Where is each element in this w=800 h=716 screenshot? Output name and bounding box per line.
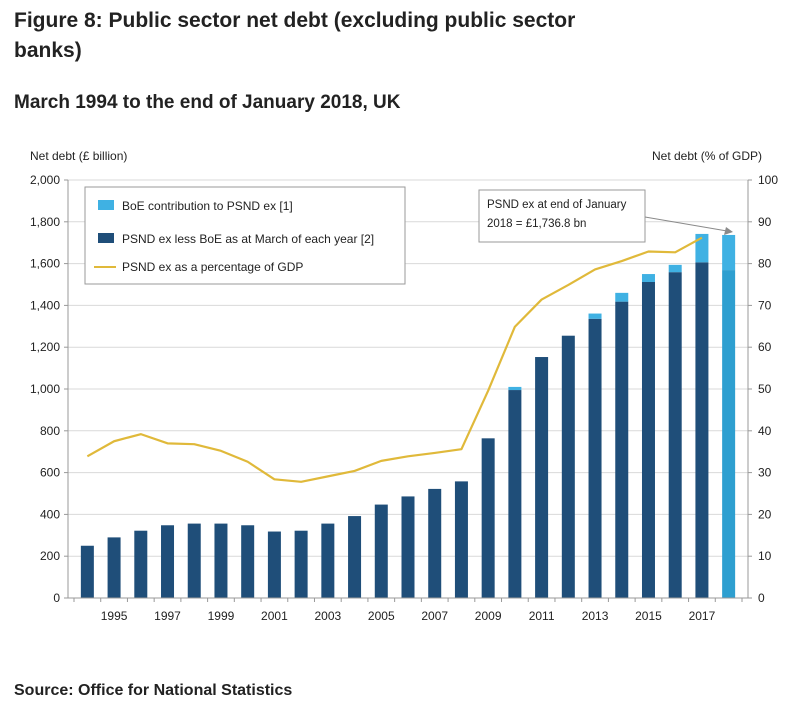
chart-svg: 02004006008001,0001,2001,4001,6001,8002,… [30, 149, 778, 623]
bar-psnd-ex-less-boe [535, 357, 549, 598]
bar-boe-contribution [722, 234, 736, 271]
left-tick-label: 1,000 [30, 382, 60, 396]
right-tick-label: 0 [758, 591, 765, 605]
y2-axis-title: Net debt (% of GDP) [652, 149, 762, 163]
bar-psnd-ex-less-boe [107, 537, 121, 598]
bars-group [80, 233, 736, 598]
annotation: PSND ex at end of January 2018 = £1,736.… [478, 189, 733, 243]
annotation-line-1: PSND ex at end of January [487, 199, 627, 211]
gdp-line-group [86, 236, 703, 483]
bar-psnd-ex-less-boe [267, 531, 281, 598]
bar-psnd-ex-less-boe [161, 525, 175, 598]
x-tick-label: 1999 [208, 609, 235, 623]
figure-subtitle: March 1994 to the end of January 2018, U… [14, 92, 401, 113]
bar-psnd-ex-less-boe [134, 530, 148, 598]
right-tick-label: 10 [758, 549, 772, 563]
y-axis-title: Net debt (£ billion) [30, 149, 127, 163]
bar-psnd-ex-less-boe [641, 281, 655, 598]
legend-label-boe: BoE contribution to PSND ex [1] [122, 199, 293, 213]
bar-psnd-ex-less-boe [615, 301, 629, 598]
bar-psnd-ex-less-boe [214, 523, 228, 598]
annotation-arrow-line [644, 216, 728, 232]
bar-boe-contribution [615, 292, 629, 302]
legend-label-psnd: PSND ex less BoE as at March of each yea… [122, 232, 374, 246]
right-axis-ticks: 0 10 20 30 40 50 60 70 80 90 100 [748, 173, 778, 605]
bar-psnd-ex-less-boe [348, 516, 362, 598]
right-tick-label: 30 [758, 466, 772, 480]
bar-psnd-ex-less-boe [241, 525, 255, 598]
x-tick-label: 2007 [421, 609, 448, 623]
bar-boe-contribution [641, 274, 655, 282]
right-tick-label: 100 [758, 173, 778, 187]
bar-psnd-ex-less-boe [722, 270, 736, 598]
bar-psnd-ex-less-boe [321, 523, 335, 598]
bar-psnd-ex-less-boe [374, 504, 388, 598]
x-tick-label: 1997 [154, 609, 181, 623]
left-tick-label: 2,000 [30, 173, 60, 187]
x-tick-label: 2011 [529, 609, 555, 623]
bar-psnd-ex-less-boe [561, 335, 575, 598]
bar-psnd-ex-less-boe [508, 390, 522, 598]
left-tick-label: 600 [40, 466, 60, 480]
figure-title: Figure 8: Public sector net debt (exclud… [14, 9, 576, 62]
right-tick-label: 50 [758, 382, 772, 396]
x-tick-label: 2009 [475, 609, 502, 623]
bar-psnd-ex-less-boe [401, 496, 415, 598]
bar-boe-contribution [588, 313, 602, 319]
source-note: Source: Office for National Statistics [14, 682, 293, 699]
right-tick-label: 70 [758, 298, 772, 312]
right-tick-label: 20 [758, 507, 772, 521]
bar-psnd-ex-less-boe [588, 318, 602, 598]
right-tick-label: 90 [758, 215, 772, 229]
x-tick-label: 2001 [261, 609, 288, 623]
bar-psnd-ex-less-boe [695, 262, 709, 598]
right-tick-label: 40 [758, 424, 772, 438]
left-tick-label: 0 [53, 591, 60, 605]
x-tick-label: 2005 [368, 609, 395, 623]
bar-boe-contribution [508, 386, 522, 391]
bar-psnd-ex-less-boe [187, 523, 201, 598]
legend-label-gdp: PSND ex as a percentage of GDP [122, 260, 303, 274]
bar-boe-contribution [668, 264, 682, 273]
x-tick-label: 2015 [635, 609, 662, 623]
x-tick-label: 2013 [582, 609, 609, 623]
x-tick-label: 2003 [314, 609, 341, 623]
left-tick-label: 400 [40, 507, 60, 521]
left-tick-label: 1,600 [30, 257, 60, 271]
left-tick-label: 800 [40, 424, 60, 438]
legend: BoE contribution to PSND ex [1] PSND ex … [84, 186, 406, 285]
left-tick-label: 1,200 [30, 340, 60, 354]
x-tick-label: 1995 [101, 609, 128, 623]
annotation-box [478, 189, 646, 243]
line-psnd-pct-gdp [86, 236, 703, 483]
bar-psnd-ex-less-boe [668, 272, 682, 598]
bar-psnd-ex-less-boe [428, 488, 442, 598]
left-tick-label: 1,400 [30, 298, 60, 312]
annotation-arrow-head [724, 227, 733, 235]
right-tick-label: 60 [758, 340, 772, 354]
annotation-line-2: 2018 = £1,736.8 bn [487, 218, 586, 230]
left-axis-ticks: 0 200 400 600 800 1,000 1,200 1,400 1,600 1,800 2,… [30, 173, 68, 605]
bar-psnd-ex-less-boe [454, 481, 468, 598]
right-tick-label: 80 [758, 257, 772, 271]
bar-psnd-ex-less-boe [80, 545, 94, 598]
bar-psnd-ex-less-boe [481, 438, 495, 598]
bar-psnd-ex-less-boe [294, 530, 308, 598]
left-tick-label: 200 [40, 549, 60, 563]
legend-box [84, 186, 406, 285]
x-tick-label: 2017 [689, 609, 716, 623]
bar-boe-contribution [695, 233, 709, 263]
left-tick-label: 1,800 [30, 215, 60, 229]
x-axis-ticks: 1995 1997 1999 2001 2003 2005 2007 2009 2011 2013… [73, 598, 743, 623]
legend-swatch-boe [98, 200, 114, 210]
legend-swatch-psnd [98, 233, 114, 243]
